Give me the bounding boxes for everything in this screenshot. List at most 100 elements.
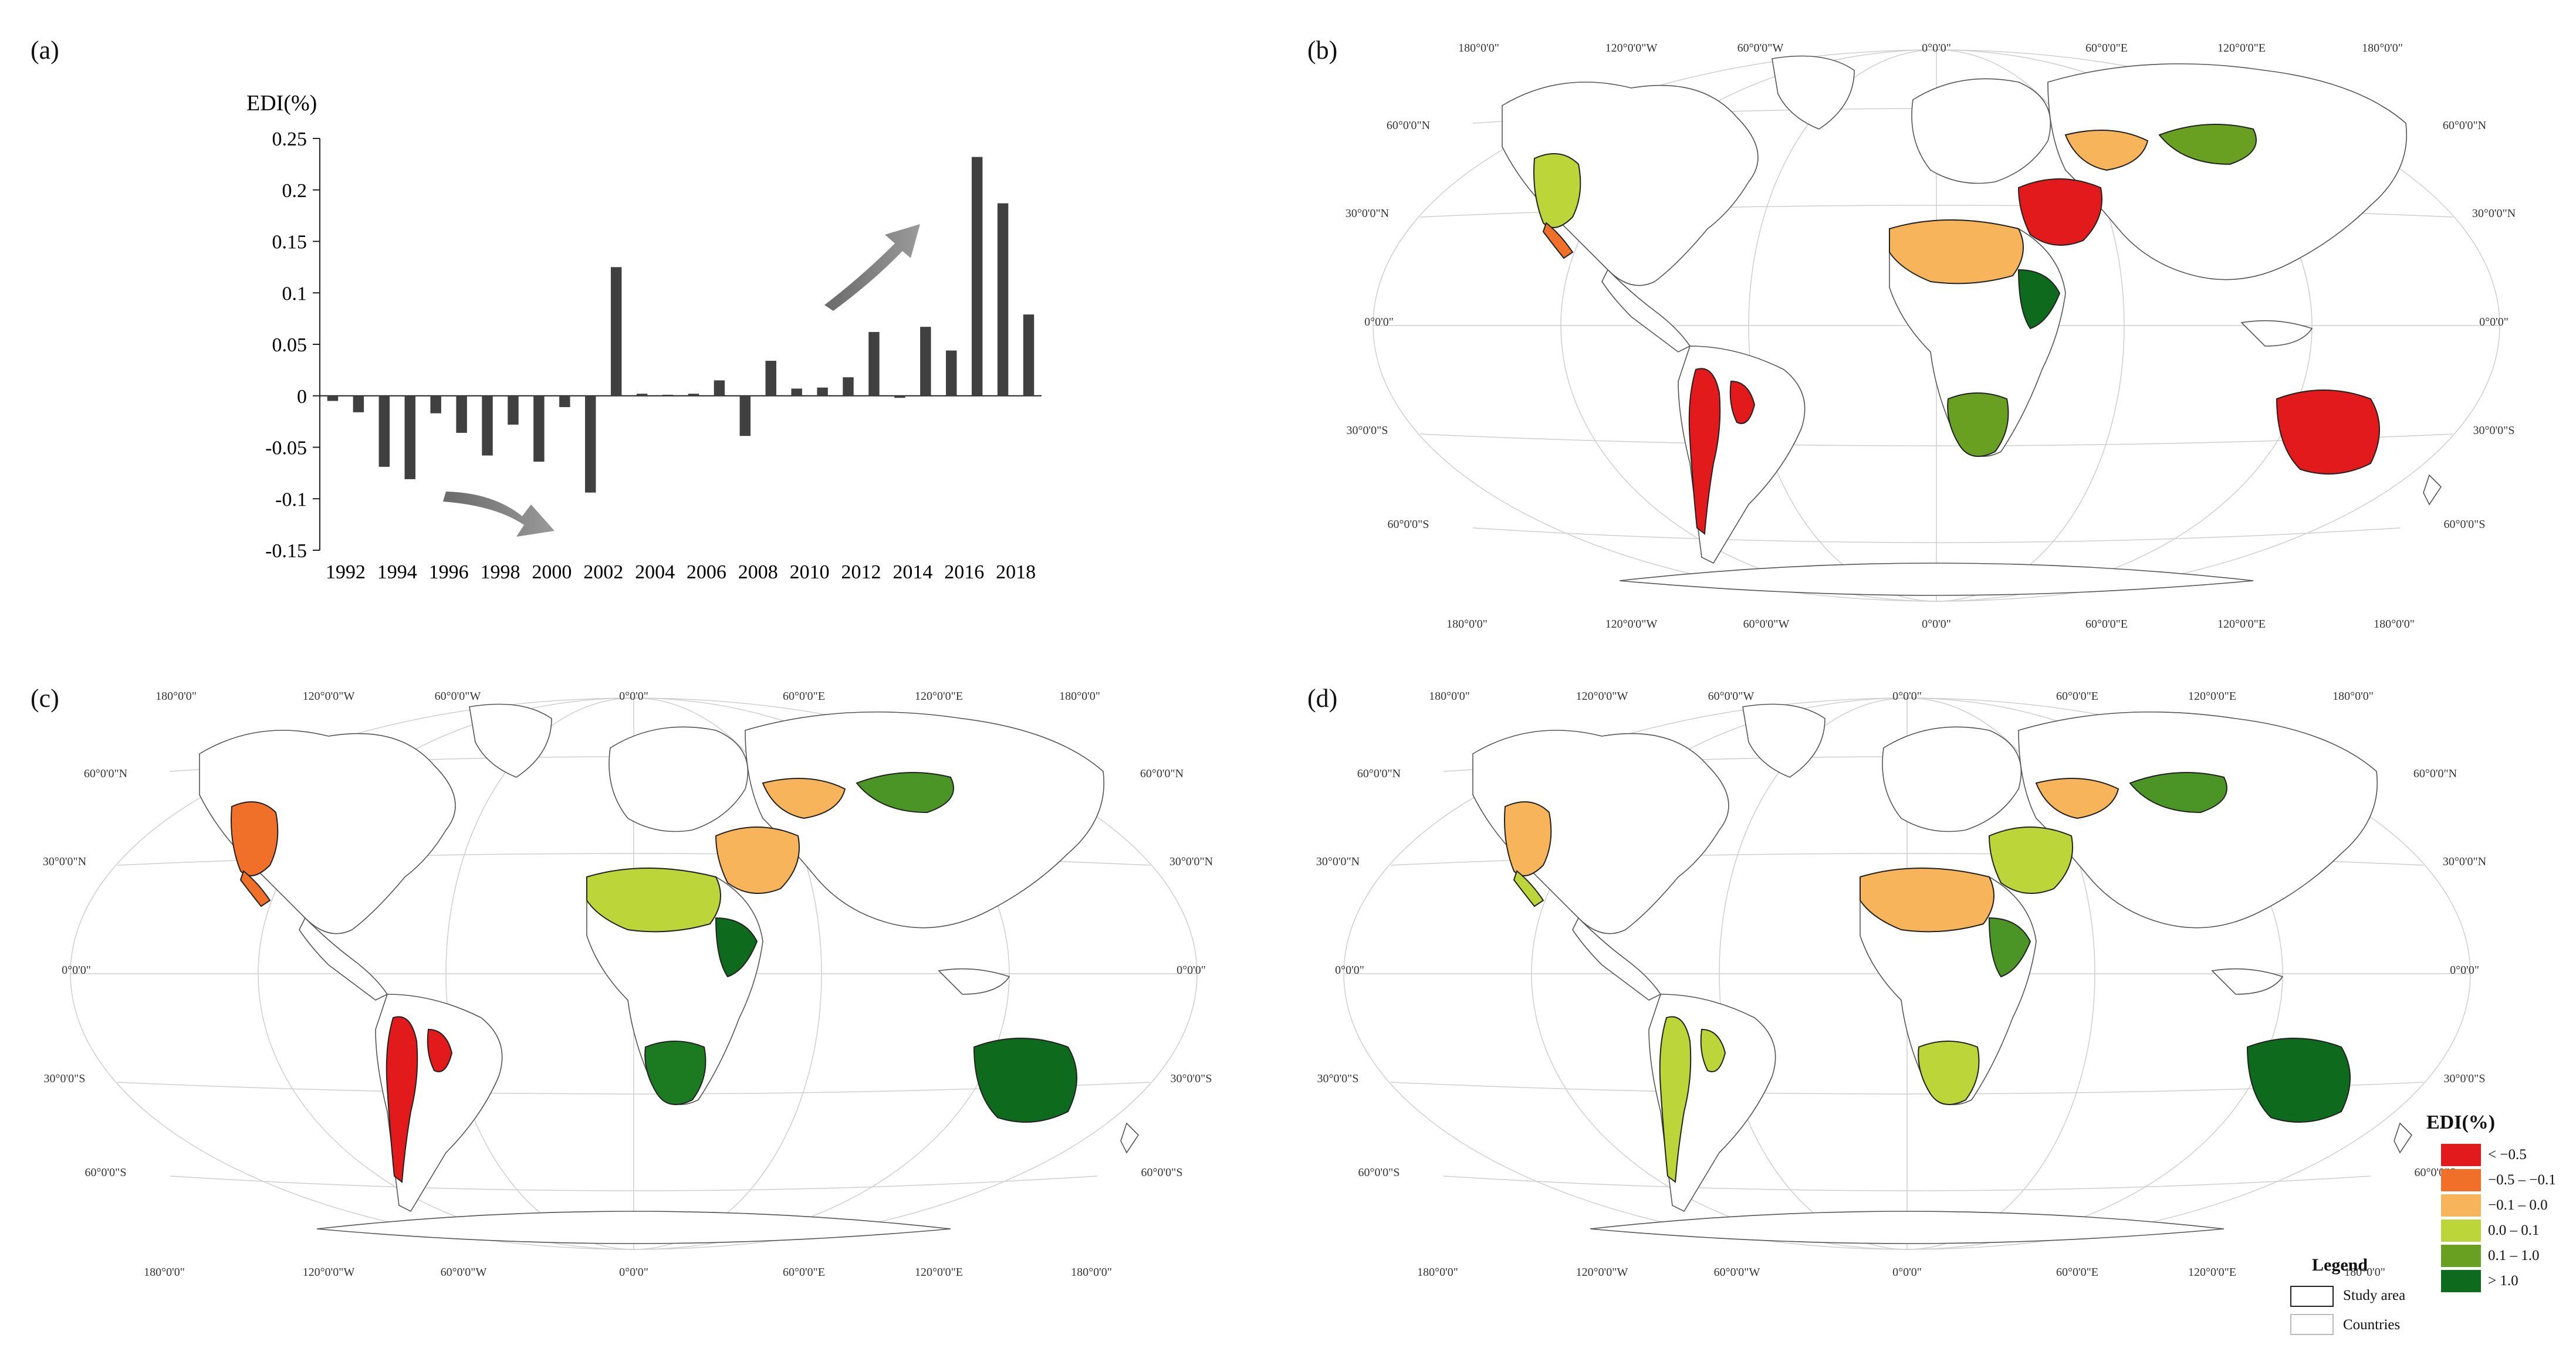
graticule-label: 120°0'0"E	[2188, 1266, 2236, 1279]
x-tick-label: 2010	[790, 561, 830, 583]
graticule-label: 60°0'0"N	[84, 767, 127, 780]
graticule-label: 0°0'0"	[2450, 964, 2479, 977]
graticule-label: 60°0'0"E	[783, 1266, 825, 1279]
legend-class-label: < −0.5	[2488, 1147, 2527, 1163]
legend-edi-title: EDI(%)	[2426, 1112, 2496, 1133]
panel-label-b: (b)	[1307, 36, 1338, 65]
region-mid	[715, 826, 800, 894]
graticule-label: 0°0'0"	[62, 964, 91, 977]
bar-2008	[739, 395, 751, 436]
region-cas	[2064, 130, 2149, 171]
graticule-label: 60°0'0"W	[1708, 690, 1754, 703]
x-tick-label: 2004	[635, 561, 675, 583]
region-sa	[1688, 368, 1721, 535]
graticule-label: 30°0'0"N	[1169, 855, 1213, 868]
y-tick-label: 0.25	[272, 128, 307, 150]
graticule-label: 60°0'0"E	[2056, 690, 2098, 703]
y-tick-label: 0.2	[282, 180, 307, 202]
graticule-label: 180°0'0"	[1071, 1266, 1112, 1279]
bar-2000	[533, 395, 545, 462]
map-legend: EDI(%) < −0.5 −0.5 – −0.1 −0.1 – 0.0 0.0 – …	[2288, 1112, 2570, 1346]
graticule-label: 0°0'0"	[2479, 316, 2509, 328]
bar-2017	[971, 157, 983, 396]
region-cas	[762, 778, 846, 819]
panel-label-a: (a)	[31, 36, 59, 65]
graticule-labels: 180°0'0" 180°0'0" 120°0'0"W 120°0'0"W 60°0'0…	[1346, 42, 2516, 631]
graticule-label: 180°0'0"	[2344, 1266, 2385, 1279]
graticule-label: 60°0'0"W	[1743, 618, 1790, 631]
legend-swatch	[2441, 1144, 2481, 1166]
bar-2005	[662, 394, 674, 396]
bar-2012	[843, 377, 854, 396]
graticule-label: 60°0'0"S	[2444, 518, 2486, 531]
map-panel-b: 180°0'0" 180°0'0" 120°0'0"W 120°0'0"W 60°0'0…	[1326, 18, 2547, 636]
region-cas	[2035, 778, 2119, 819]
bar-1992	[327, 395, 339, 401]
bar-2011	[817, 387, 828, 396]
region-ca	[239, 870, 271, 907]
legend-class-label: > 1.0	[2488, 1273, 2518, 1289]
graticule-label: 30°0'0"N	[2443, 855, 2486, 868]
region-na	[1533, 153, 1581, 228]
graticule-label: 30°0'0"S	[2473, 424, 2515, 437]
bar-2010	[791, 388, 802, 396]
x-tick-label: 2000	[532, 561, 572, 583]
world-map-d: 180°0'0" 180°0'0" 120°0'0"W 120°0'0"W 60°0'0…	[1316, 690, 2486, 1279]
region-sahara	[1889, 219, 2024, 284]
x-tick-label: 2002	[583, 561, 623, 583]
countries-label: Countries	[2343, 1317, 2401, 1333]
x-tick-label: 2018	[996, 561, 1036, 583]
graticule-label: 120°0'0"W	[1576, 1266, 1628, 1279]
y-axis: 0.25 0.2 0.15 0.1 0.05 0 -0.05 -0.1 -0.15	[265, 128, 1042, 562]
graticule-label: 60°0'0"N	[2443, 119, 2486, 132]
graticule-label: 30°0'0"N	[1346, 207, 1389, 220]
graticule-label: 60°0'0"S	[1141, 1166, 1183, 1179]
legend-class-label: 0.1 – 1.0	[2488, 1248, 2540, 1263]
country-outlines	[199, 703, 1140, 1244]
x-tick-label: 2016	[944, 561, 984, 583]
upward-trend-arrow	[824, 224, 920, 311]
bar-1994	[378, 395, 390, 467]
legend-class-label: −0.1 – 0.0	[2488, 1197, 2548, 1213]
x-tick-label: 2012	[841, 561, 881, 583]
legend-swatch	[2441, 1270, 2481, 1292]
graticule-label: 180°0'0"	[1429, 690, 1470, 703]
graticule-label: 120°0'0"W	[303, 1266, 355, 1279]
bar-2004	[636, 394, 648, 396]
study-area-regions	[1504, 772, 2351, 1183]
legend-swatch	[2441, 1169, 2481, 1191]
x-tick-label: 1998	[481, 561, 520, 583]
legend-title: Legend	[2312, 1255, 2368, 1275]
graticule-label: 30°0'0"N	[43, 855, 86, 868]
x-tick-label: 1996	[429, 561, 469, 583]
y-tick-label: 0.05	[272, 334, 307, 356]
graticule-label: 120°0'0"E	[2217, 42, 2266, 55]
y-tick-label: 0.15	[272, 232, 307, 253]
graticule-label: 120°0'0"E	[915, 1266, 963, 1279]
study-area-regions	[231, 772, 1077, 1183]
region-na	[231, 801, 279, 876]
region-horn	[2017, 269, 2061, 330]
graticule-label: 180°0'0"	[1417, 1266, 1458, 1279]
graticule-label: 0°0'0"	[619, 690, 648, 703]
countries-swatch	[2290, 1314, 2334, 1335]
graticule-label: 30°0'0"S	[1171, 1072, 1212, 1085]
x-axis-ticks: 1992 1994 1996 1998 2000 2002 2004 2006 2008 2010…	[326, 561, 1036, 583]
bar-2015	[920, 327, 931, 396]
y-tick-label: 0.1	[282, 283, 307, 304]
graticule-label: 60°0'0"N	[1387, 119, 1430, 132]
bar-2009	[765, 361, 776, 396]
graticule-label: 60°0'0"S	[1388, 518, 1429, 531]
region-mong	[2158, 124, 2257, 165]
region-chile	[1729, 380, 1756, 424]
region-ca	[1542, 222, 1574, 259]
map-panel-c: 180°0'0" 180°0'0" 120°0'0"W 120°0'0"W 60°0'0…	[23, 666, 1244, 1285]
region-sa	[386, 1016, 418, 1183]
graticule-label: 120°0'0"W	[1605, 42, 1658, 55]
graticule-label: 30°0'0"S	[2444, 1072, 2486, 1085]
graticule-label: 30°0'0"S	[1347, 424, 1388, 437]
study-area-swatch	[2290, 1286, 2334, 1307]
bar-2018	[997, 203, 1009, 396]
x-tick-label: 2006	[687, 561, 726, 583]
bars-group	[327, 157, 1035, 493]
